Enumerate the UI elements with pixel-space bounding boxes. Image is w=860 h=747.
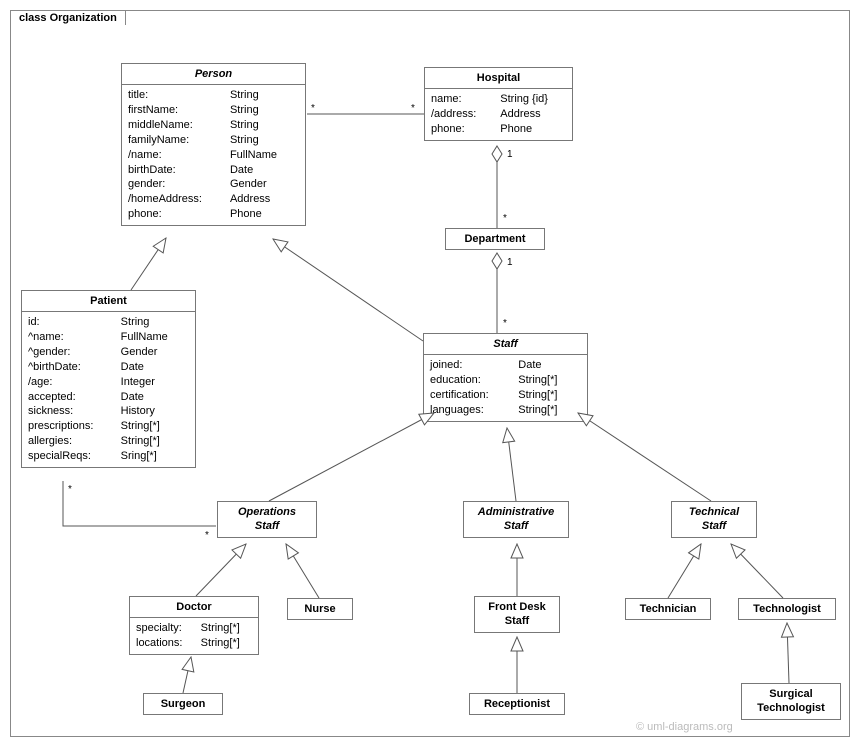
class-attrs: specialty:String[*] locations:String[*] [130,618,258,654]
class-title: Front DeskStaff [475,597,559,632]
class-department: Department [445,228,545,250]
class-attrs: name:String {id} /address:Address phone:… [425,89,572,140]
class-title: Department [446,229,544,249]
class-technical-staff: TechnicalStaff [671,501,757,538]
multiplicity: 1 [507,257,513,268]
class-patient: Patient id:String ^name:FullName ^gender… [21,290,196,468]
multiplicity: * [68,484,72,495]
class-person: Person title:String firstName:String mid… [121,63,306,226]
class-staff: Staff joined:Date education:String[*] ce… [423,333,588,422]
class-title: Nurse [288,599,352,619]
class-title: Person [122,64,305,85]
multiplicity: * [411,103,415,114]
class-title: SurgicalTechnologist [742,684,840,719]
class-hospital: Hospital name:String {id} /address:Addre… [424,67,573,141]
class-surgical-technologist: SurgicalTechnologist [741,683,841,720]
class-technician: Technician [625,598,711,620]
class-operations-staff: OperationsStaff [217,501,317,538]
class-title: Doctor [130,597,258,618]
class-title: Patient [22,291,195,312]
class-title: Surgeon [144,694,222,714]
class-front-desk-staff: Front DeskStaff [474,596,560,633]
class-receptionist: Receptionist [469,693,565,715]
class-title: Technician [626,599,710,619]
class-title: TechnicalStaff [672,502,756,537]
class-attrs: joined:Date education:String[*] certific… [424,355,587,420]
class-title: Hospital [425,68,572,89]
class-title: Receptionist [470,694,564,714]
class-title: Technologist [739,599,835,619]
class-doctor: Doctor specialty:String[*] locations:Str… [129,596,259,655]
class-technologist: Technologist [738,598,836,620]
multiplicity: 1 [507,149,513,160]
class-nurse: Nurse [287,598,353,620]
class-attrs: title:String firstName:String middleName… [122,85,305,225]
watermark: © uml-diagrams.org [636,721,733,733]
multiplicity: * [503,318,507,329]
frame-label: class Organization [10,10,126,25]
multiplicity: * [503,213,507,224]
multiplicity: * [311,103,315,114]
class-title: Staff [424,334,587,355]
class-diagram-frame: class Organization Person title:String f… [10,10,850,737]
class-title: OperationsStaff [218,502,316,537]
class-title: AdministrativeStaff [464,502,568,537]
class-administrative-staff: AdministrativeStaff [463,501,569,538]
multiplicity: * [205,530,209,541]
class-attrs: id:String ^name:FullName ^gender:Gender … [22,312,195,466]
class-surgeon: Surgeon [143,693,223,715]
